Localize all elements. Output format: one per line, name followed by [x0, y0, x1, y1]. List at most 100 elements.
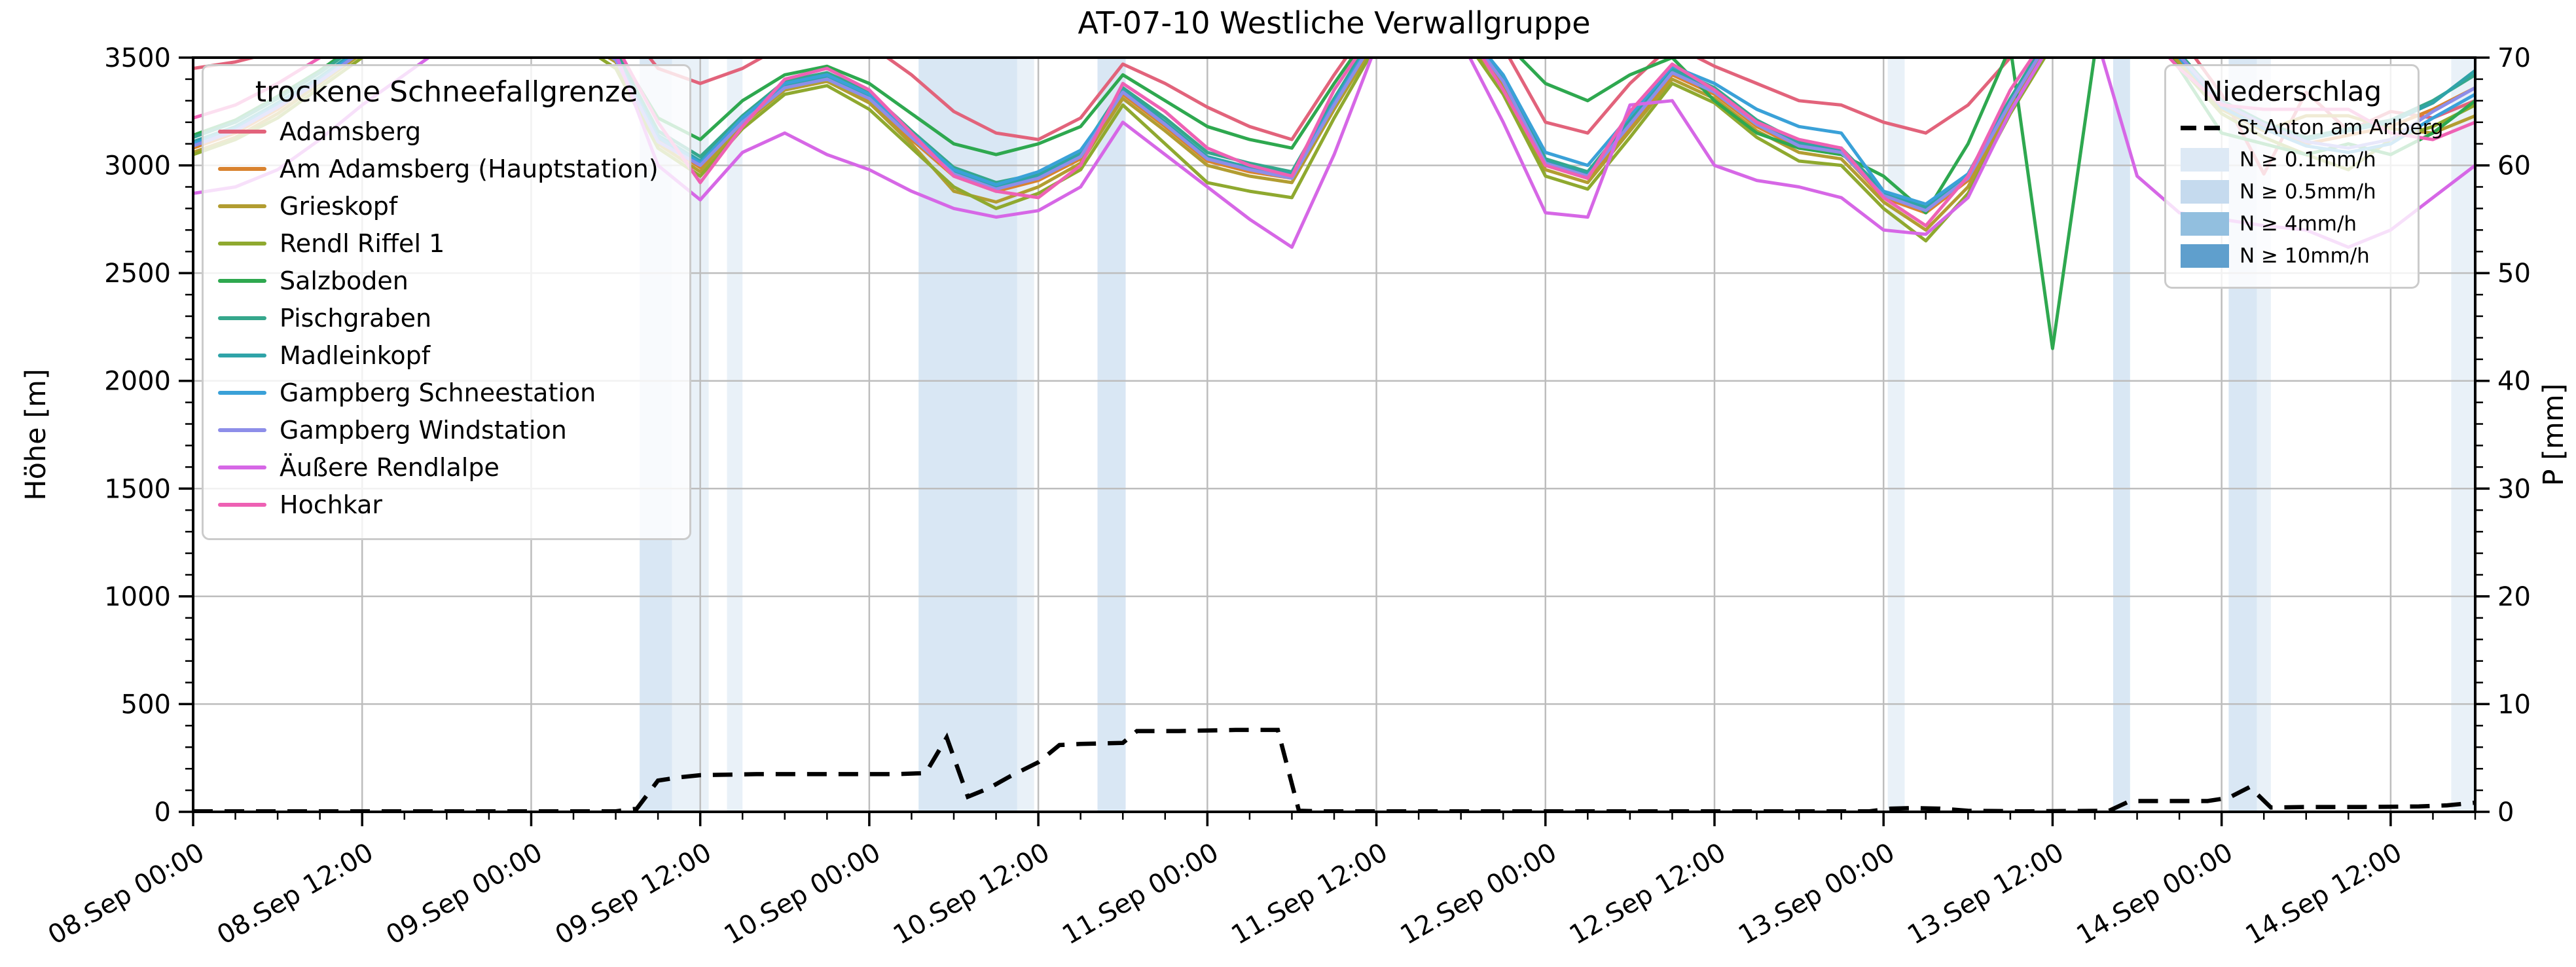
y-left-tick-label: 0	[154, 797, 171, 828]
legend-precip: Niederschlag St Anton am Arlberg N ≥ 0.1…	[2164, 64, 2443, 289]
legend-item-station: St Anton am Arlberg	[2181, 116, 2443, 139]
series-line-rendl-riffel-1	[193, 58, 2475, 243]
legend-item-label: N ≥ 4mm/h	[2240, 212, 2357, 236]
series-line-hochkar	[193, 58, 2475, 228]
y-right-tick-label: 60	[2497, 151, 2531, 181]
legend-item-label: N ≥ 10mm/h	[2240, 244, 2370, 268]
x-tick-label: 13.Sep 00:00	[1733, 837, 1900, 951]
precip-band	[1097, 58, 1126, 812]
line-swatch-icon	[218, 428, 266, 432]
x-tick-label: 10.Sep 00:00	[719, 837, 886, 951]
y-left-tick-label: 2500	[104, 259, 171, 289]
legend-item-station: Adamsberg	[218, 117, 675, 146]
legend-item-label: Madleinkopf	[280, 341, 431, 370]
x-tick-label: 08.Sep 12:00	[212, 837, 378, 951]
legend-item-label: Am Adamsberg (Hauptstation)	[280, 155, 659, 183]
x-tick-label: 09.Sep 00:00	[381, 837, 547, 951]
line-swatch-icon	[218, 354, 266, 357]
x-tick-label: 08.Sep 00:00	[43, 837, 209, 951]
line-swatch-icon	[218, 503, 266, 507]
x-tick-label: 10.Sep 12:00	[888, 837, 1055, 951]
precip-band	[727, 58, 743, 812]
legend-item-label: Gampberg Schneestation	[280, 378, 596, 407]
y-right-tick-label: 10	[2497, 689, 2531, 720]
x-tick-label: 12.Sep 12:00	[1565, 837, 1731, 951]
legend-item-station: Grieskopf	[218, 192, 675, 221]
x-tick-label: 11.Sep 00:00	[1057, 837, 1224, 951]
precip-band	[2113, 58, 2130, 812]
legend-item-label: Salzboden	[280, 266, 408, 295]
x-tick-label: 14.Sep 00:00	[2071, 837, 2238, 951]
legend-item-label: N ≥ 0.5mm/h	[2240, 180, 2376, 204]
x-tick-label: 09.Sep 12:00	[550, 837, 716, 951]
legend-precip-title: Niederschlag	[2202, 75, 2382, 107]
line-swatch-icon	[218, 242, 266, 246]
y-right-tick-label: 0	[2497, 797, 2514, 828]
legend-snowline-title: trockene Schneefallgrenze	[255, 75, 638, 109]
dashed-line-swatch-icon	[2181, 125, 2226, 130]
y-axis-label-right: P [mm]	[2537, 383, 2570, 486]
x-tick-label: 14.Sep 12:00	[2241, 837, 2407, 951]
y-left-tick-label: 3500	[104, 43, 171, 73]
legend-item-label: N ≥ 0.1mm/h	[2240, 148, 2376, 172]
y-right-tick-label: 70	[2497, 43, 2531, 73]
page-title: AT-07-10 Westliche Verwallgruppe	[1078, 5, 1591, 41]
series-line--u-ere-rendlalpe	[193, 58, 2475, 249]
legend-item-label: Adamsberg	[280, 117, 422, 146]
legend-item-band: N ≥ 0.1mm/h	[2181, 148, 2403, 172]
legend-item-label: Grieskopf	[280, 192, 398, 221]
legend-item-station: Madleinkopf	[218, 341, 675, 370]
y-left-tick-label: 3000	[104, 151, 171, 181]
y-left-tick-label: 1000	[104, 582, 171, 612]
legend-item-station: Äußere Rendlalpe	[218, 453, 675, 482]
legend-item-label: Äußere Rendlalpe	[280, 453, 499, 482]
legend-item-label: St Anton am Arlberg	[2237, 116, 2444, 139]
precip-band	[1017, 58, 1034, 812]
legend-snowline-items: Adamsberg Am Adamsberg (Hauptstation) Grie…	[218, 117, 675, 519]
legend-item-label: Rendl Riffel 1	[280, 229, 445, 258]
x-tick-label: 11.Sep 12:00	[1226, 837, 1392, 951]
y-left-tick-label: 1500	[104, 474, 171, 504]
precipitation-line	[193, 727, 2475, 812]
legend-item-label: Hochkar	[280, 490, 383, 519]
x-tick-label: 13.Sep 12:00	[1902, 837, 2069, 951]
series-line-gampberg-windstation	[193, 58, 2475, 213]
legend-item-station: Salzboden	[218, 266, 675, 295]
y-right-tick-label: 20	[2497, 582, 2531, 612]
y-left-tick-label: 2000	[104, 367, 171, 397]
line-swatch-icon	[218, 391, 266, 395]
series-line-adamsberg	[193, 58, 2475, 176]
legend-item-station: Gampberg Schneestation	[218, 378, 675, 407]
precip-band	[1887, 58, 1905, 812]
legend-item-station: Pischgraben	[218, 304, 675, 333]
line-swatch-icon	[218, 465, 266, 469]
legend-precip-items: N ≥ 0.1mm/h N ≥ 0.5mm/h N ≥ 4mm/h N ≥ 10mm/…	[2181, 148, 2403, 268]
y-right-tick-label: 30	[2497, 474, 2531, 504]
line-swatch-icon	[218, 204, 266, 208]
legend-item-band: N ≥ 0.5mm/h	[2181, 180, 2403, 204]
legend-item-station: Gampberg Windstation	[218, 416, 675, 445]
band-swatch-icon	[2181, 180, 2229, 204]
y-right-tick-label: 50	[2497, 259, 2531, 289]
y-axis-label-left: Höhe [m]	[20, 369, 52, 501]
band-swatch-icon	[2181, 244, 2229, 268]
line-swatch-icon	[218, 130, 266, 134]
legend-snowline: trockene Schneefallgrenze Adamsberg Am Ad…	[202, 64, 691, 540]
legend-item-label: Gampberg Windstation	[280, 416, 567, 445]
axis-ticks	[179, 56, 2490, 826]
legend-item-label: Pischgraben	[280, 304, 432, 333]
legend-item-station: Hochkar	[218, 490, 675, 519]
series-line-salzboden	[193, 58, 2475, 350]
line-swatch-icon	[218, 316, 266, 320]
legend-item-band: N ≥ 4mm/h	[2181, 212, 2403, 236]
series-line-grieskopf	[193, 58, 2475, 232]
legend-item-station: Am Adamsberg (Hauptstation)	[218, 155, 675, 183]
y-right-tick-label: 40	[2497, 367, 2531, 397]
precip-band	[2451, 58, 2475, 812]
legend-item-station: Rendl Riffel 1	[218, 229, 675, 258]
legend-item-band: N ≥ 10mm/h	[2181, 244, 2403, 268]
band-swatch-icon	[2181, 148, 2229, 172]
x-tick-label: 12.Sep 00:00	[1396, 837, 1562, 951]
y-left-tick-label: 500	[121, 689, 171, 720]
